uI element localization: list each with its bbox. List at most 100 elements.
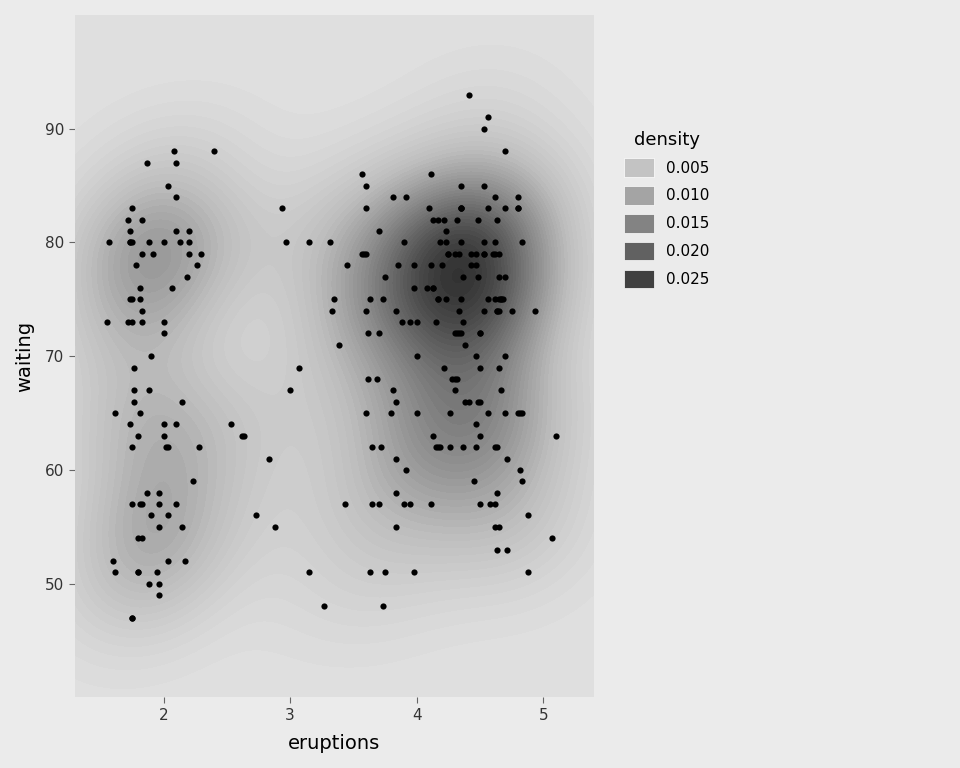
Point bbox=[472, 362, 488, 374]
Point bbox=[487, 248, 502, 260]
Point bbox=[432, 237, 447, 249]
Point bbox=[447, 327, 463, 339]
Point bbox=[127, 362, 142, 374]
Point bbox=[487, 237, 502, 249]
Point bbox=[326, 293, 342, 306]
Point bbox=[464, 248, 479, 260]
Point bbox=[375, 601, 391, 613]
Point bbox=[396, 237, 412, 249]
Point bbox=[515, 237, 530, 249]
Point bbox=[132, 282, 148, 294]
Point bbox=[249, 509, 264, 521]
Point bbox=[108, 566, 123, 578]
Point bbox=[426, 214, 442, 226]
Point bbox=[129, 259, 144, 271]
Point bbox=[497, 270, 513, 283]
Point bbox=[124, 316, 139, 328]
Point bbox=[377, 566, 393, 578]
Point bbox=[185, 475, 201, 488]
Point bbox=[124, 611, 139, 624]
Point bbox=[515, 407, 530, 419]
Point bbox=[423, 168, 439, 180]
Point bbox=[365, 498, 380, 510]
Point bbox=[152, 521, 167, 533]
Point bbox=[361, 327, 376, 339]
Point bbox=[120, 316, 135, 328]
Point bbox=[190, 259, 205, 271]
Point bbox=[402, 498, 418, 510]
Point bbox=[527, 305, 542, 317]
Point bbox=[124, 441, 139, 453]
Point bbox=[134, 214, 150, 226]
Point bbox=[439, 237, 454, 249]
Point bbox=[156, 327, 171, 339]
Point bbox=[358, 202, 373, 214]
Point bbox=[455, 441, 470, 453]
Point bbox=[472, 498, 488, 510]
Point bbox=[150, 566, 165, 578]
Point bbox=[489, 487, 504, 499]
Point bbox=[453, 293, 468, 306]
Point bbox=[224, 419, 239, 431]
Point bbox=[124, 293, 139, 306]
Point bbox=[430, 293, 445, 306]
Point bbox=[510, 407, 525, 419]
Point bbox=[158, 441, 174, 453]
Point bbox=[375, 293, 391, 306]
Point bbox=[489, 214, 504, 226]
Point bbox=[493, 293, 509, 306]
Point bbox=[548, 430, 564, 442]
Point bbox=[384, 407, 399, 419]
Point bbox=[544, 532, 560, 545]
Point bbox=[122, 293, 137, 306]
Point bbox=[324, 305, 340, 317]
Point bbox=[497, 350, 513, 362]
Point bbox=[409, 350, 424, 362]
Point bbox=[388, 396, 403, 408]
Point bbox=[443, 407, 458, 419]
Point bbox=[127, 396, 142, 408]
Point bbox=[453, 202, 468, 214]
Point bbox=[388, 487, 403, 499]
Point bbox=[500, 452, 516, 465]
Point bbox=[468, 441, 484, 453]
Point bbox=[152, 498, 167, 510]
Point bbox=[423, 259, 439, 271]
Point bbox=[515, 475, 530, 488]
Point bbox=[447, 248, 463, 260]
Point bbox=[489, 305, 504, 317]
Point bbox=[493, 384, 509, 396]
Point bbox=[365, 441, 380, 453]
Point bbox=[434, 259, 449, 271]
Point bbox=[470, 270, 486, 283]
Point bbox=[468, 419, 484, 431]
Point bbox=[206, 145, 222, 157]
Point bbox=[156, 419, 171, 431]
Point bbox=[164, 282, 180, 294]
Point bbox=[141, 578, 156, 590]
X-axis label: eruptions: eruptions bbox=[288, 734, 380, 753]
Point bbox=[470, 396, 486, 408]
Point bbox=[481, 293, 496, 306]
Point bbox=[363, 566, 378, 578]
Point bbox=[145, 248, 160, 260]
Point bbox=[499, 544, 515, 556]
Point bbox=[489, 441, 504, 453]
Point bbox=[439, 293, 454, 306]
Point bbox=[152, 589, 167, 601]
Point bbox=[122, 237, 137, 249]
Point bbox=[134, 305, 150, 317]
Point bbox=[402, 316, 418, 328]
Point bbox=[430, 293, 445, 306]
Point bbox=[132, 498, 148, 510]
Point bbox=[407, 566, 422, 578]
Point bbox=[423, 498, 439, 510]
Point bbox=[513, 407, 528, 419]
Point bbox=[268, 521, 283, 533]
Legend: 0.005, 0.010, 0.015, 0.020, 0.025: 0.005, 0.010, 0.015, 0.020, 0.025 bbox=[617, 125, 716, 294]
Point bbox=[131, 532, 146, 545]
Point bbox=[449, 327, 465, 339]
Point bbox=[426, 430, 442, 442]
Point bbox=[520, 566, 536, 578]
Point bbox=[487, 441, 502, 453]
